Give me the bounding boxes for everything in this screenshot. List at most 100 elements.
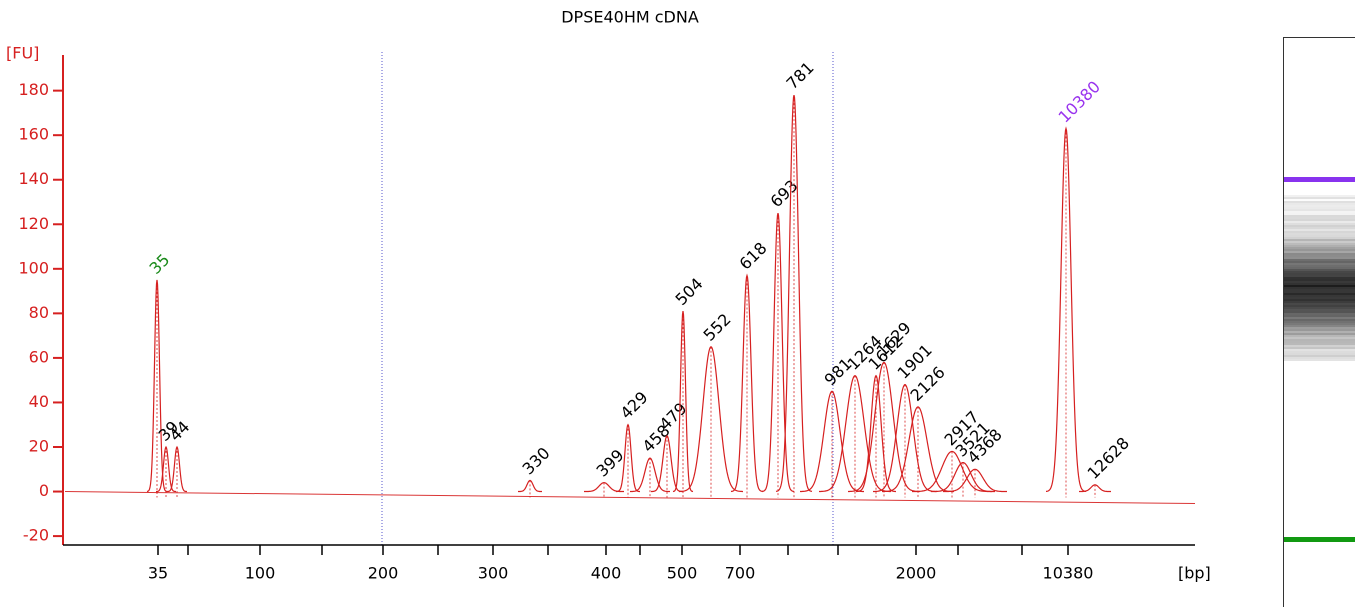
- gel-band: [1284, 265, 1355, 267]
- gel-band: [1284, 267, 1355, 269]
- gel-band: [1284, 331, 1355, 333]
- y-tick-label: 60: [29, 347, 49, 366]
- y-tick-label: -20: [23, 526, 49, 545]
- peak-label: 330: [519, 443, 554, 478]
- gel-band: [1284, 221, 1355, 223]
- x-tick-label: 2000: [896, 564, 937, 583]
- y-tick-label: 0: [39, 481, 49, 500]
- gel-band: [1284, 227, 1355, 229]
- gel-band: [1284, 341, 1355, 343]
- gel-band: [1284, 335, 1355, 337]
- x-tick-label: 35: [148, 564, 168, 583]
- gel-band: [1284, 327, 1355, 329]
- gel-band: [1284, 201, 1355, 203]
- gel-band: [1284, 195, 1355, 197]
- gel-band: [1284, 235, 1355, 237]
- peak-label: 35: [146, 250, 174, 278]
- y-tick-label: 180: [18, 80, 49, 99]
- gel-band: [1284, 347, 1355, 349]
- y-tick-label: 80: [29, 303, 49, 322]
- baseline: [65, 492, 1195, 504]
- gel-band: [1284, 299, 1355, 301]
- gel-band: [1284, 207, 1355, 209]
- gel-band: [1284, 339, 1355, 341]
- gel-band: [1284, 349, 1355, 351]
- gel-band: [1284, 253, 1355, 255]
- gel-band: [1284, 307, 1355, 309]
- gel-band: [1284, 203, 1355, 205]
- gel-band: [1284, 213, 1355, 215]
- gel-band: [1284, 297, 1355, 299]
- peak-label: 429: [617, 388, 652, 423]
- x-tick-label: 100: [245, 564, 276, 583]
- gel-band: [1284, 315, 1355, 317]
- gel-band: [1284, 345, 1355, 347]
- gel-band: [1284, 255, 1355, 257]
- y-tick-label: 40: [29, 392, 49, 411]
- gel-band: [1284, 261, 1355, 263]
- gel-band: [1284, 309, 1355, 311]
- peak-label: 504: [672, 274, 707, 309]
- gel-band: [1284, 329, 1355, 331]
- gel-band: [1284, 343, 1355, 345]
- gel-band: [1284, 237, 1355, 239]
- gel-band: [1284, 285, 1355, 287]
- gel-band: [1284, 247, 1355, 249]
- gel-band: [1284, 219, 1355, 221]
- gel-band: [1284, 293, 1355, 295]
- x-tick-label: 200: [368, 564, 399, 583]
- gel-band: [1284, 319, 1355, 321]
- gel-band: [1284, 357, 1355, 359]
- gel-band: [1284, 211, 1355, 213]
- peak-label: 693: [767, 176, 802, 211]
- gel-band: [1284, 537, 1355, 542]
- y-tick-label: 120: [18, 214, 49, 233]
- peak-label: 10380: [1055, 77, 1104, 126]
- gel-band: [1284, 249, 1355, 251]
- gel-band: [1284, 177, 1355, 182]
- gel-band: [1284, 223, 1355, 225]
- gel-band: [1284, 199, 1355, 201]
- gel-band: [1284, 355, 1355, 357]
- gel-band: [1284, 205, 1355, 207]
- peak-label: 781: [783, 58, 818, 93]
- gel-band: [1284, 215, 1355, 217]
- gel-band: [1284, 263, 1355, 265]
- gel-band: [1284, 279, 1355, 281]
- y-tick-label: 20: [29, 437, 49, 456]
- gel-band: [1284, 325, 1355, 327]
- peak-label: 618: [736, 238, 771, 273]
- y-tick-label: 160: [18, 125, 49, 144]
- gel-band: [1284, 311, 1355, 313]
- y-tick-label: 100: [18, 258, 49, 277]
- peak-label: 552: [700, 310, 735, 345]
- x-tick-label: 400: [591, 564, 622, 583]
- gel-band: [1284, 317, 1355, 319]
- gel-band: [1284, 271, 1355, 273]
- gel-band: [1284, 313, 1355, 315]
- x-tick-label: 700: [725, 564, 756, 583]
- gel-band: [1284, 233, 1355, 235]
- gel-band: [1284, 277, 1355, 279]
- gel-band: [1284, 273, 1355, 275]
- gel-band: [1284, 353, 1355, 355]
- gel-band: [1284, 209, 1355, 211]
- gel-band: [1284, 291, 1355, 293]
- x-axis-label: [bp]: [1178, 564, 1211, 583]
- x-tick-label: 500: [667, 564, 698, 583]
- gel-band: [1284, 229, 1355, 231]
- gel-band: [1284, 295, 1355, 297]
- gel-band: [1284, 281, 1355, 283]
- gel-band: [1284, 301, 1355, 303]
- gel-band: [1284, 241, 1355, 243]
- gel-band: [1284, 225, 1355, 227]
- gel-band: [1284, 197, 1355, 199]
- gel-band: [1284, 257, 1355, 259]
- gel-band: [1284, 217, 1355, 219]
- chart-title: DPSE40HM cDNA: [561, 8, 699, 27]
- gel-band: [1284, 333, 1355, 335]
- peak-label: 12628: [1084, 433, 1133, 482]
- gel-band: [1284, 239, 1355, 241]
- gel-band: [1284, 231, 1355, 233]
